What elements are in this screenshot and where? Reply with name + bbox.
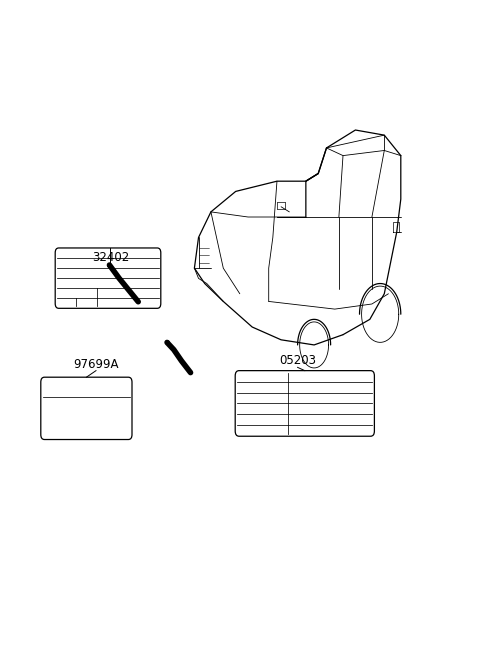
Text: 32402: 32402 bbox=[92, 251, 129, 264]
FancyBboxPatch shape bbox=[41, 377, 132, 440]
Text: 05203: 05203 bbox=[279, 354, 316, 367]
FancyBboxPatch shape bbox=[235, 371, 374, 436]
FancyBboxPatch shape bbox=[55, 248, 161, 308]
Text: 97699A: 97699A bbox=[73, 358, 119, 371]
